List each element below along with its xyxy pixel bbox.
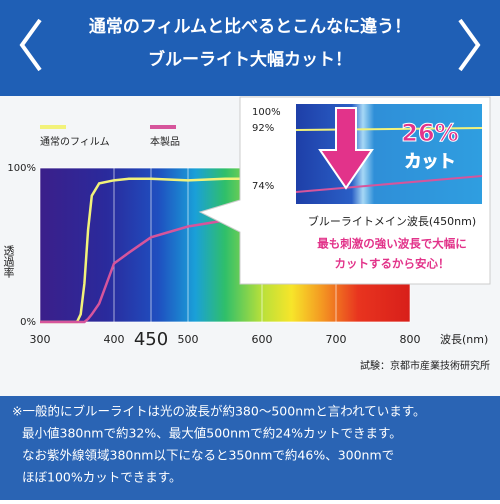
x-tick-label: 400	[104, 333, 125, 346]
x-tick-label: 600	[252, 333, 273, 346]
legend-swatch	[150, 125, 176, 129]
cut-percent: 26%	[401, 119, 458, 147]
label-100: 100%	[252, 107, 281, 118]
chevron-left	[19, 18, 42, 72]
legend-label: 通常のフィルム	[40, 135, 110, 148]
x-tick-label: 700	[326, 333, 347, 346]
notes-band	[0, 396, 500, 500]
header-band	[0, 0, 500, 96]
x-tick-label: 450	[134, 329, 168, 350]
x-tick-label: 300	[30, 333, 51, 346]
zoom-line-product	[295, 175, 483, 193]
x-tick-label: 500	[178, 333, 199, 346]
source: 試験：京都市産業技術研究所	[360, 359, 490, 372]
y-tick-label: 0%	[20, 317, 36, 328]
legend-swatch	[40, 125, 66, 129]
x-axis-label: 波長(nm)	[440, 333, 488, 346]
label-92: 92%	[252, 123, 274, 134]
callout-message: 最も刺激の強い波長で大幅に	[317, 237, 467, 251]
x-tick-label: 800	[400, 333, 421, 346]
subtitle: ブルーライト大幅カット！	[148, 49, 352, 70]
callout-message: カットするから安心！	[335, 257, 450, 271]
note: ほぼ100%カットできます。	[22, 470, 182, 485]
wavelength-label: ブルーライトメイン波長(450nm)	[308, 214, 476, 228]
y-axis-label: 透過率	[2, 245, 15, 279]
note: 最小値380nmで約32%、最大値500nmで約24%カットできます。	[22, 426, 402, 441]
note: なお紫外線領域380nm以下になると350nmで約46%、300nmで	[22, 448, 394, 463]
y-tick-label: 100%	[7, 163, 36, 174]
zoom-line-film	[295, 127, 483, 131]
title: 通常のフィルムと比べるとこんなに違う！	[89, 16, 411, 37]
label-74: 74%	[252, 181, 274, 192]
cut-text: カット	[405, 152, 456, 172]
note: ※一般的にブルーライトは光の波長が約380～500nmと言われています。	[12, 404, 426, 419]
cut-arrow	[318, 107, 374, 190]
legend-label: 本製品	[150, 135, 180, 148]
chevron-right	[458, 18, 481, 72]
